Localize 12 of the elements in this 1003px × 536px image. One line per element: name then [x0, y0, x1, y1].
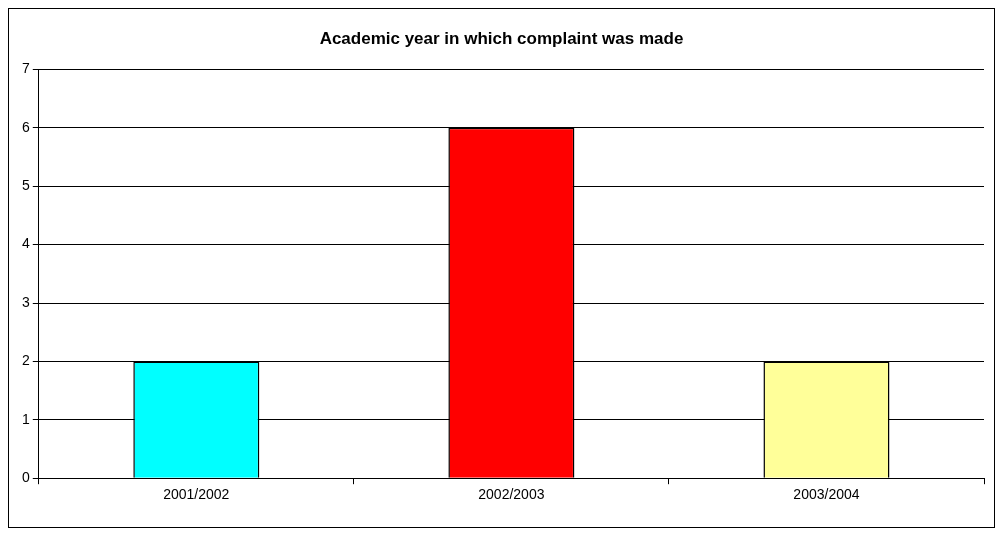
y-tick-label: 3 [21, 293, 30, 310]
y-tick-label: 6 [21, 118, 30, 135]
y-tick-label: 7 [21, 60, 30, 77]
y-tick-label: 2 [21, 352, 30, 369]
x-tick-label: 2001/2002 [163, 486, 230, 503]
chart-title: Academic year in which complaint was made [319, 28, 684, 48]
x-tick-label: 2003/2004 [793, 486, 860, 503]
y-tick-label: 4 [21, 235, 30, 252]
x-tick-label: 2002/2003 [478, 486, 545, 503]
y-tick-label: 0 [21, 469, 30, 486]
y-tick-label: 5 [21, 177, 30, 194]
y-tick-label: 1 [21, 410, 30, 427]
